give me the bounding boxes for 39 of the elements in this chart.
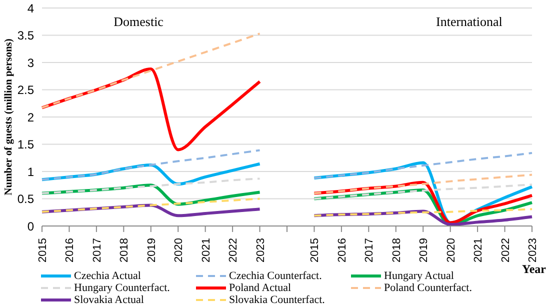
x-tick-label: 2017 — [91, 238, 104, 262]
legend-label: Slovakia Actual — [74, 294, 144, 306]
x-tick-label: 2020 — [173, 238, 186, 262]
x-tick-label: 2018 — [118, 238, 131, 262]
y-tick-label: 0 — [27, 219, 34, 234]
legend-label: Czechia Counterfact. — [229, 270, 322, 282]
y-tick-label: 3 — [27, 56, 34, 70]
y-tick-label: 2 — [27, 110, 34, 124]
x-tick-label: 2019 — [146, 238, 158, 262]
x-tick-label: 2017 — [364, 238, 376, 262]
annotation: International — [434, 14, 504, 30]
legend-label: Poland Counterfact. — [384, 282, 472, 294]
x-tick-label: 2018 — [390, 238, 403, 262]
y-tick-label: 0.5 — [17, 192, 34, 206]
x-tick-label: 2016 — [336, 238, 348, 262]
x-tick-label: 2021 — [472, 238, 485, 262]
x-axis-title: Year — [522, 262, 546, 277]
x-tick-label: 2015 — [37, 238, 49, 262]
x-tick-label: 2022 — [228, 238, 240, 262]
x-tick-label: 2023 — [527, 238, 539, 262]
x-tick-label: 2020 — [445, 238, 458, 262]
y-tick-label: 1.5 — [17, 138, 34, 152]
legend-label: Slovakia Counterfact. — [229, 294, 325, 306]
x-tick-label: 2015 — [309, 238, 322, 262]
annotation: Domestic — [112, 14, 166, 30]
legend-label: Hungary Actual — [384, 270, 454, 282]
y-tick-label: 1 — [27, 164, 34, 179]
legend-label: Hungary Counterfact. — [74, 282, 170, 294]
legend-label: Poland Actual — [229, 282, 292, 294]
y-axis-title: Number of guests (million persons) — [4, 38, 14, 196]
x-tick-label: 2019 — [418, 238, 430, 262]
y-tick-label: 3.5 — [17, 28, 34, 43]
y-tick-label: 4 — [27, 1, 34, 16]
x-tick-label: 2021 — [200, 238, 212, 262]
legend-label: Czechia Actual — [74, 270, 141, 282]
x-tick-label: 2023 — [254, 238, 267, 262]
x-tick-label: 2016 — [64, 238, 76, 262]
x-tick-label: 2022 — [500, 238, 512, 262]
y-tick-label: 2.5 — [17, 83, 34, 98]
